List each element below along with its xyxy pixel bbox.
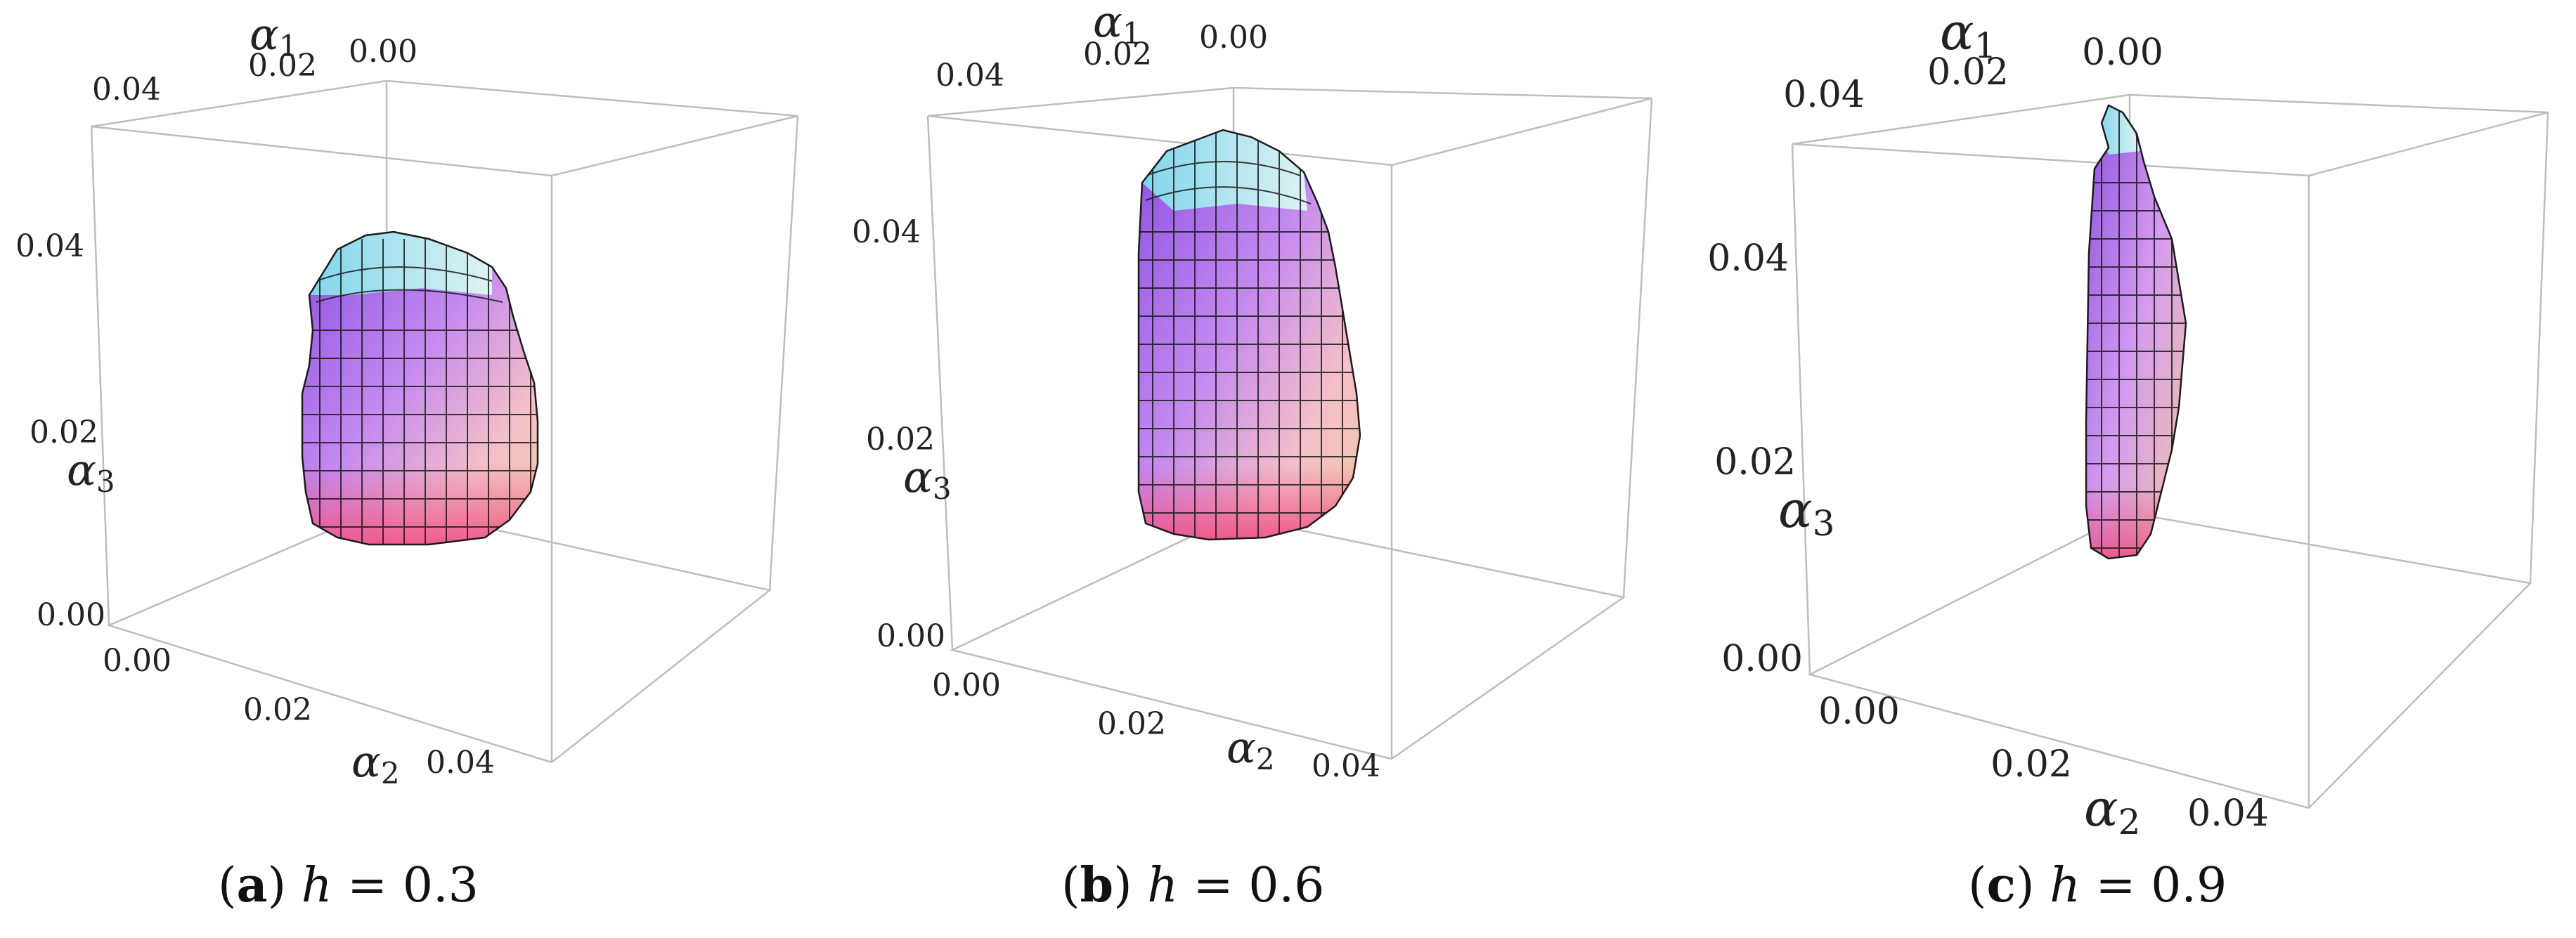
a3-tick: 0.04 xyxy=(15,228,84,264)
a1-tick: 0.02 xyxy=(248,48,317,84)
a3-label: α3 xyxy=(67,444,115,499)
a1-ticks: 0.04 0.02 0.00 xyxy=(1783,32,2163,116)
a2-tick: 0.02 xyxy=(1991,743,2072,786)
a2-tick: 0.00 xyxy=(932,667,1001,703)
a3-label: α3 xyxy=(1778,480,1834,544)
surface-region xyxy=(301,230,539,546)
a3-tick: 0.02 xyxy=(30,415,98,450)
a2-tick: 0.00 xyxy=(1818,691,1900,733)
panel-c: 0.04 0.02 0.00 α1 0.04 0.02 0.00 α3 0.00… xyxy=(1687,0,2558,913)
caption-c: (c) h = 0.9 xyxy=(1968,857,2227,913)
a3-tick: 0.00 xyxy=(1721,638,1803,680)
caption-a: (a) h = 0.3 xyxy=(218,857,479,913)
a3-tick: 0.02 xyxy=(1714,441,1796,483)
a2-label: α2 xyxy=(2084,779,2140,842)
plot-a: 0.04 0.02 0.00 α1 0.04 0.02 0.00 α3 0.00… xyxy=(15,8,799,790)
a3-label: α3 xyxy=(903,451,952,506)
a3-ticks: 0.04 0.02 0.00 xyxy=(852,214,945,654)
a2-tick: 0.02 xyxy=(243,692,312,728)
a1-tick: 0.00 xyxy=(349,34,418,70)
caption-b: (b) h = 0.6 xyxy=(1061,857,1325,913)
a2-tick: 0.02 xyxy=(1097,706,1166,742)
a1-tick: 0.02 xyxy=(1083,37,1152,72)
a1-label: α1 xyxy=(1093,0,1141,51)
a3-tick: 0.00 xyxy=(37,597,105,633)
a3-ticks: 0.04 0.02 0.00 xyxy=(1707,237,1803,680)
a1-tick: 0.04 xyxy=(936,58,1004,93)
a1-label: α1 xyxy=(250,8,298,63)
a2-tick: 0.04 xyxy=(2187,793,2269,835)
a1-tick: 0.00 xyxy=(1199,20,1268,56)
a1-tick: 0.02 xyxy=(1927,51,2009,93)
a2-tick: 0.04 xyxy=(426,745,495,781)
a1-tick: 0.00 xyxy=(2082,32,2163,74)
a1-tick: 0.04 xyxy=(92,72,161,108)
a3-tick: 0.04 xyxy=(1707,237,1789,280)
a2-tick: 0.00 xyxy=(103,643,171,679)
panel-b: 0.04 0.02 0.00 α1 0.04 0.02 0.00 α3 0.00… xyxy=(843,0,1673,913)
plot-b: 0.04 0.02 0.00 α1 0.04 0.02 0.00 α3 0.00… xyxy=(852,0,1653,784)
a2-ticks: 0.00 0.02 0.04 xyxy=(1818,691,2269,835)
plot-box xyxy=(90,79,799,764)
surface-region xyxy=(1137,129,1361,541)
a2-ticks: 0.00 0.02 0.04 xyxy=(932,667,1380,784)
a1-ticks: 0.04 0.02 0.00 xyxy=(92,34,418,108)
a1-ticks: 0.04 0.02 0.00 xyxy=(936,20,1268,93)
a2-label: α2 xyxy=(1226,722,1275,776)
surface-region xyxy=(2085,104,2187,560)
a3-ticks: 0.04 0.02 0.00 xyxy=(15,228,105,633)
a2-label: α2 xyxy=(351,736,400,790)
a1-label: α1 xyxy=(1940,2,1996,66)
a3-tick: 0.02 xyxy=(866,422,935,457)
plot-c: 0.04 0.02 0.00 α1 0.04 0.02 0.00 α3 0.00… xyxy=(1707,2,2549,842)
a2-ticks: 0.00 0.02 0.04 xyxy=(103,643,495,781)
a3-tick: 0.04 xyxy=(852,214,921,250)
a3-tick: 0.00 xyxy=(876,618,945,654)
a2-tick: 0.04 xyxy=(1312,748,1380,784)
a1-tick: 0.04 xyxy=(1783,74,1865,116)
panel-a: 0.04 0.02 0.00 α1 0.04 0.02 0.00 α3 0.00… xyxy=(0,0,829,913)
